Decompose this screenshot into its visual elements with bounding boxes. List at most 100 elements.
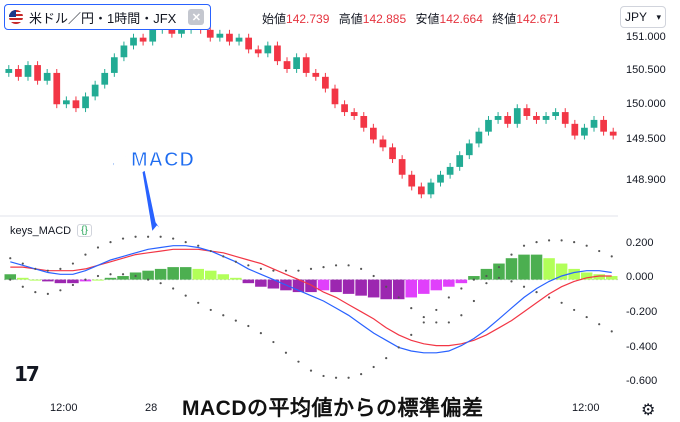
histogram-bar xyxy=(468,276,480,280)
histogram-bar xyxy=(305,279,317,293)
candle-body xyxy=(5,69,13,73)
lower-band-dot xyxy=(535,290,538,294)
upper-band-dot xyxy=(147,235,150,238)
histogram-bar xyxy=(67,279,79,284)
candle-body xyxy=(437,174,444,183)
histogram-bar xyxy=(355,279,367,296)
signal-line xyxy=(10,248,612,347)
open-value: 142.739 xyxy=(286,12,330,26)
candle-body xyxy=(101,72,109,85)
candle-body xyxy=(149,29,157,42)
lower-band-dot xyxy=(422,321,425,324)
upper-band-dot xyxy=(397,296,400,299)
lower-band-dot xyxy=(460,287,463,290)
upper-band-dot xyxy=(84,253,87,256)
macd-line xyxy=(10,245,612,354)
us-flag-icon xyxy=(9,10,23,24)
upper-band-dot xyxy=(360,267,363,270)
candle-body xyxy=(235,37,243,42)
lower-band-dot xyxy=(21,285,24,288)
upper-band-dot xyxy=(385,285,388,288)
upper-band-dot xyxy=(121,237,125,240)
close-icon[interactable]: ✕ xyxy=(188,9,205,25)
histogram-bar xyxy=(443,279,455,287)
macd-tick: 0.200 xyxy=(626,237,654,249)
lower-band-dot xyxy=(247,324,250,328)
lower-band-dot xyxy=(134,274,137,278)
price-tick: 149.500 xyxy=(626,133,666,145)
upper-band-dot xyxy=(184,241,187,244)
histogram-bar xyxy=(455,279,468,284)
histogram-bar xyxy=(117,276,129,280)
candle-body xyxy=(283,61,291,69)
symbol-title: 米ドル／円・1時間・JFX xyxy=(29,10,177,26)
currency-selector[interactable]: JPY ▾ xyxy=(620,6,666,28)
histogram-bar xyxy=(104,277,117,280)
histogram-bar xyxy=(418,279,430,294)
histogram-bar xyxy=(192,268,204,280)
candle-body xyxy=(609,131,617,136)
macd-tick: -0.200 xyxy=(626,306,658,318)
upper-band-dot xyxy=(34,267,37,270)
lower-band-dot xyxy=(109,273,112,276)
lower-band-dot xyxy=(397,346,400,349)
histogram-bar xyxy=(580,272,593,280)
upper-band-dot xyxy=(497,266,501,269)
upper-band-dot xyxy=(410,307,413,310)
upper-band-dot xyxy=(59,267,62,270)
upper-band-dot xyxy=(610,255,613,258)
lower-band-dot xyxy=(259,332,262,335)
macd-tick: -0.600 xyxy=(626,375,658,387)
indicator-legend[interactable]: keys_MACD {} xyxy=(10,224,92,237)
upper-band-dot xyxy=(472,299,475,303)
lower-band-dot xyxy=(410,333,413,337)
candle-body xyxy=(110,57,118,73)
symbol-header[interactable]: 米ドル／円・1時間・JFX ✕ xyxy=(4,4,212,30)
histogram-bar xyxy=(4,274,17,280)
histogram-bar xyxy=(179,267,192,280)
lower-band-dot xyxy=(71,283,75,287)
lower-band-dot xyxy=(573,308,576,312)
histogram-bar xyxy=(530,254,543,280)
upper-band-dot xyxy=(46,269,49,272)
histogram-bar xyxy=(292,279,305,293)
lower-band-dot xyxy=(585,315,588,319)
upper-band-dot xyxy=(535,241,538,244)
candle-body xyxy=(91,84,99,97)
histogram-bar xyxy=(242,279,255,284)
histogram-bar xyxy=(367,279,380,298)
candle-body xyxy=(571,123,579,136)
price-tick: 151.000 xyxy=(626,31,666,43)
upper-band-dot xyxy=(547,239,551,242)
candle-body xyxy=(350,112,358,116)
high-value: 142.885 xyxy=(362,12,407,26)
histogram-bar xyxy=(317,279,330,291)
lower-band-dot xyxy=(9,278,12,281)
candle-body xyxy=(216,33,224,38)
upper-band-dot xyxy=(247,264,250,267)
candle-body xyxy=(341,104,348,113)
source-code-icon[interactable]: {} xyxy=(77,224,92,237)
macd-tick: -0.400 xyxy=(626,341,658,353)
candle-body xyxy=(264,45,272,54)
candle-body xyxy=(254,49,262,54)
candle-body xyxy=(322,76,329,89)
upper-band-dot xyxy=(372,274,375,278)
time-tick: 12:00 xyxy=(50,402,78,414)
gear-icon[interactable]: ⚙ xyxy=(641,402,656,419)
upper-band-dot xyxy=(159,235,162,238)
candle-body xyxy=(456,155,464,167)
candle-body xyxy=(370,127,377,140)
histogram-bar xyxy=(430,279,443,291)
upper-band-dot xyxy=(522,244,526,247)
candle-body xyxy=(43,72,51,81)
candle-body xyxy=(331,88,339,105)
lower-band-dot xyxy=(334,376,338,379)
upper-band-dot xyxy=(284,269,288,272)
candle-body xyxy=(542,116,550,120)
candle-body xyxy=(485,119,492,132)
histogram-bar xyxy=(255,279,267,287)
candle-body xyxy=(302,57,310,73)
lower-band-dot xyxy=(522,285,526,288)
lower-band-dot xyxy=(184,294,187,297)
